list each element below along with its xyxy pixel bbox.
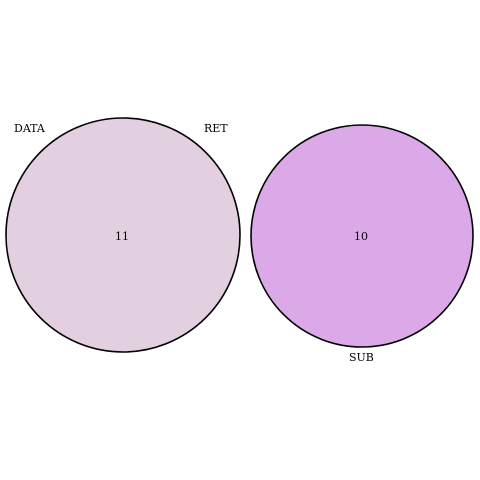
set-label-sub: SUB xyxy=(349,351,374,364)
set-label-data: DATA xyxy=(14,122,46,135)
region-count-sub: 10 xyxy=(354,230,368,243)
set-label-ret: RET xyxy=(204,122,228,135)
region-count-data-ret: 11 xyxy=(115,230,129,243)
